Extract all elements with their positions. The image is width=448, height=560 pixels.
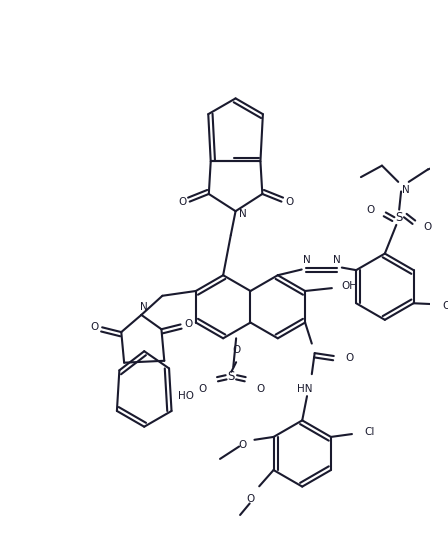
Text: O: O bbox=[232, 345, 240, 355]
Text: O: O bbox=[285, 197, 293, 207]
Text: O: O bbox=[178, 197, 186, 207]
Text: O: O bbox=[256, 384, 264, 394]
Text: O: O bbox=[366, 204, 375, 214]
Text: N: N bbox=[140, 302, 148, 312]
Text: O: O bbox=[198, 384, 207, 394]
Text: O: O bbox=[184, 319, 192, 329]
Text: OH: OH bbox=[341, 281, 357, 291]
Text: HN: HN bbox=[297, 385, 313, 394]
Text: HO: HO bbox=[178, 391, 194, 400]
Text: O: O bbox=[90, 323, 99, 332]
Text: N: N bbox=[302, 255, 310, 265]
Text: Cl: Cl bbox=[364, 427, 375, 437]
Text: O: O bbox=[443, 301, 448, 311]
Text: N: N bbox=[402, 185, 410, 194]
Text: O: O bbox=[239, 440, 247, 450]
Text: S: S bbox=[396, 211, 403, 224]
Text: S: S bbox=[228, 370, 235, 383]
Text: O: O bbox=[424, 222, 432, 232]
Text: O: O bbox=[246, 494, 255, 504]
Text: N: N bbox=[333, 255, 341, 265]
Text: O: O bbox=[345, 353, 353, 363]
Text: N: N bbox=[239, 209, 247, 219]
